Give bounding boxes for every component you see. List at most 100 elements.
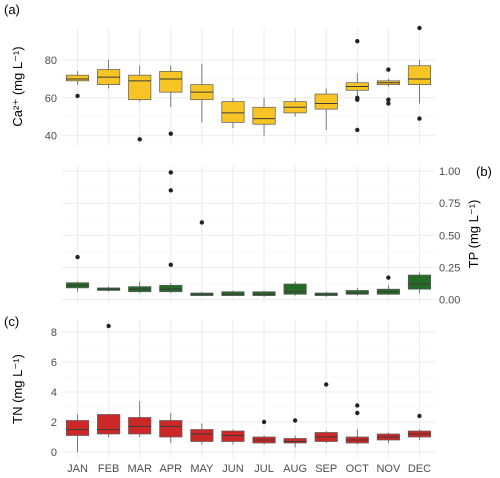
box-feb (97, 60, 121, 89)
outlier-point (386, 67, 391, 72)
box-jan (66, 414, 90, 452)
box-iqr (159, 420, 183, 438)
box-apr (159, 65, 183, 136)
box-jun (221, 97, 245, 129)
box-iqr (159, 71, 183, 93)
box-nov (376, 275, 400, 295)
x-tick-label: FEB (98, 463, 119, 475)
outlier-point (168, 262, 173, 267)
panel-label: (a) (4, 2, 20, 17)
box-iqr (190, 429, 214, 442)
box-jul (252, 97, 276, 136)
outlier-point (137, 137, 142, 142)
outlier-point (386, 101, 391, 106)
box-mar (128, 401, 152, 437)
y-tick-label: 0 (51, 447, 57, 459)
outlier-point (417, 413, 422, 419)
box-apr (159, 413, 183, 443)
x-tick-label: NOV (376, 463, 401, 475)
box-nov (376, 432, 400, 443)
box-iqr (252, 106, 276, 125)
outlier-point (168, 131, 173, 136)
outlier-point (261, 419, 267, 425)
x-tick-label: JUL (254, 463, 274, 475)
box-dec (407, 413, 431, 440)
box-iqr (252, 291, 276, 296)
outlier-point (355, 95, 360, 101)
y-tick-label: 80 (45, 55, 57, 67)
y-tick-label: 0.75 (439, 198, 460, 210)
box-iqr (128, 74, 152, 101)
outlier-point (324, 382, 329, 387)
box-jun (221, 290, 245, 296)
box-apr (159, 170, 183, 294)
panel-label: (c) (4, 314, 19, 329)
outlier-point (106, 323, 111, 329)
box-feb (97, 286, 121, 292)
x-tick-label: SEP (315, 463, 337, 475)
panel-3: 0 2 4 6 8 TN (mg L⁻¹) (c) (4, 314, 435, 459)
y-tick-label: 0.25 (439, 262, 460, 274)
outlier-point (417, 116, 422, 121)
y-tick-label: 0.00 (439, 294, 460, 306)
box-iqr (128, 417, 152, 435)
box-oct (345, 39, 369, 133)
outlier-point (168, 188, 173, 193)
outlier-point (417, 25, 422, 31)
box-iqr (66, 74, 90, 82)
y-tick-label: 1.00 (439, 166, 460, 178)
y-tick-label: 8 (51, 327, 57, 339)
box-mar (128, 281, 152, 294)
box-may (190, 63, 214, 123)
box-jul (252, 419, 276, 445)
box-may (190, 220, 214, 296)
box-oct (345, 403, 369, 445)
outlier-point (292, 418, 298, 423)
box-iqr (66, 420, 90, 436)
y-tick-label: 40 (45, 131, 57, 143)
box-iqr (345, 290, 369, 295)
x-tick-label: OCT (346, 463, 370, 475)
box-sep (314, 88, 338, 130)
y-axis-label: TN (mg L⁻¹) (10, 354, 25, 424)
box-aug (283, 97, 307, 117)
x-tick-label: MAY (190, 463, 214, 475)
panel-1: 40 60 80 Ca²⁺ (mg L⁻¹) (a) (4, 2, 435, 145)
outlier-point (386, 97, 391, 102)
outlier-point (386, 275, 391, 280)
x-tick-label: APR (159, 463, 182, 475)
box-mar (128, 65, 152, 142)
box-iqr (283, 438, 307, 444)
panel-2: 0.00 0.25 0.50 0.75 1.00 TP (mg L⁻¹) (b) (62, 164, 492, 306)
y-tick-label: 2 (51, 417, 57, 429)
outlier-point (75, 93, 80, 99)
y-tick-label: 0.50 (439, 230, 460, 242)
outlier-point (355, 127, 360, 133)
box-iqr (314, 93, 338, 110)
box-dec (407, 25, 431, 121)
box-iqr (407, 65, 431, 85)
box-oct (345, 287, 369, 296)
box-jul (252, 290, 276, 297)
outlier-point (355, 410, 360, 416)
box-iqr (159, 284, 183, 293)
box-feb (97, 323, 121, 437)
y-axis-label: Ca²⁺ (mg L⁻¹) (10, 46, 25, 126)
box-jun (221, 429, 245, 445)
box-sep (314, 291, 338, 297)
x-tick-label: MAR (127, 463, 152, 475)
x-tick-label: JAN (67, 463, 88, 475)
box-jan (66, 254, 90, 292)
outlier-point (168, 170, 173, 175)
x-tick-label: AUG (283, 463, 307, 475)
box-iqr (221, 101, 245, 123)
x-tick-label: JUN (222, 463, 243, 475)
box-may (190, 423, 214, 445)
box-nov (376, 67, 400, 106)
box-aug (283, 281, 307, 296)
box-iqr (221, 430, 245, 442)
box-iqr (283, 283, 307, 295)
panel-label: (b) (476, 164, 492, 179)
outlier-point (355, 403, 360, 408)
